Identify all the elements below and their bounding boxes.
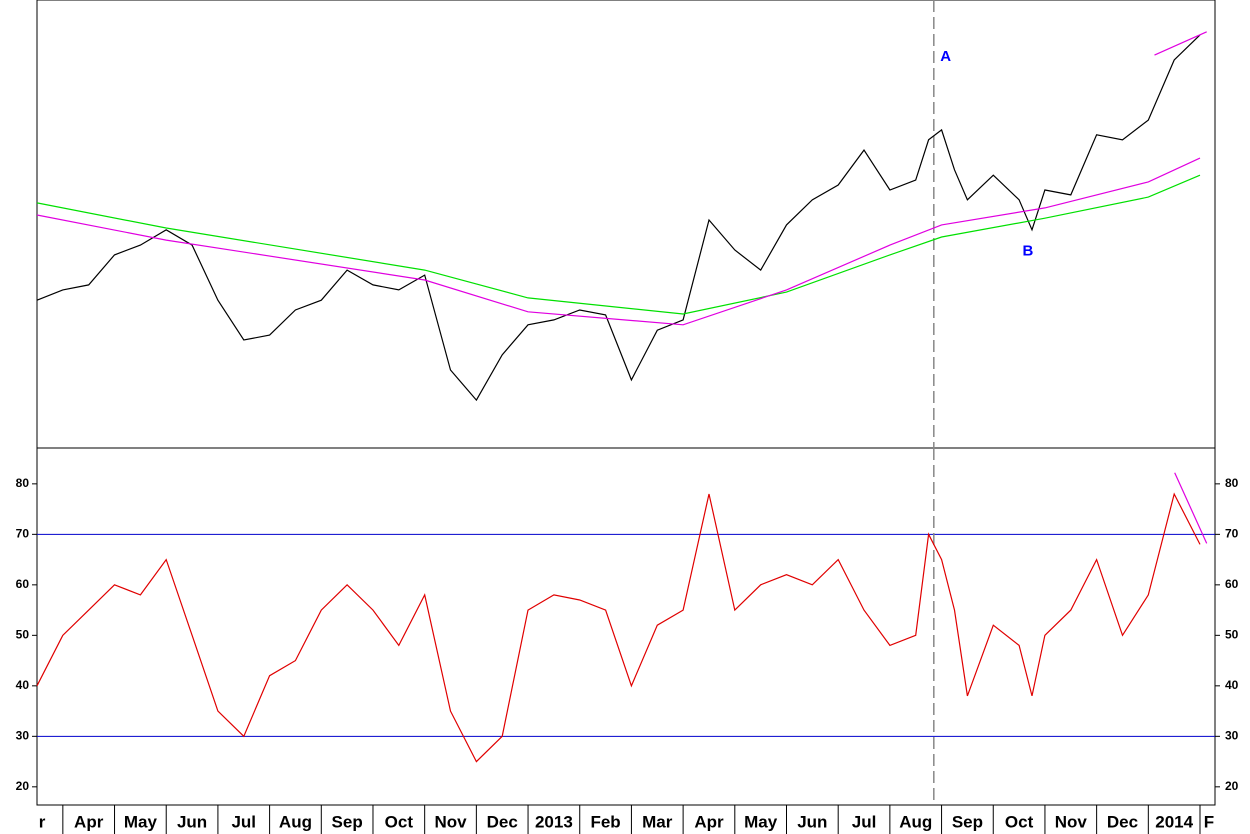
x-tick-label: Aug — [899, 812, 932, 831]
y-tick-label: 30 — [1225, 728, 1239, 742]
series-line — [1154, 31, 1207, 56]
y-tick-label: 30 — [16, 728, 30, 742]
frame — [36, 0, 1216, 806]
x-tick-label: Nov — [434, 812, 467, 831]
x-tick-label: Jul — [852, 812, 877, 831]
x-tick-label: Jul — [231, 812, 256, 831]
x-tick-label: Mar — [642, 812, 673, 831]
x-tick-label: Oct — [1005, 812, 1034, 831]
x-tick-label: F — [1204, 812, 1214, 831]
x-tick-label: 2014 — [1155, 812, 1193, 831]
annotation: A — [940, 48, 951, 65]
y-tick-label: 70 — [1225, 527, 1239, 541]
y-tick-label: 50 — [1225, 628, 1239, 642]
x-tick-label: 2013 — [535, 812, 573, 831]
x-tick-label: r — [39, 812, 46, 831]
annotation: B — [1022, 243, 1033, 260]
y-tick-label: 50 — [16, 628, 30, 642]
x-tick-label: Jun — [797, 812, 827, 831]
y-tick-label: 70 — [16, 527, 30, 541]
series-line — [36, 157, 1201, 326]
y-tick-label: 40 — [1225, 678, 1239, 692]
x-tick-label: May — [744, 812, 778, 831]
series-line — [36, 174, 1201, 315]
y-tick-label: 60 — [16, 577, 30, 591]
y-tick-label: 60 — [1225, 577, 1239, 591]
x-tick-label: Jun — [177, 812, 207, 831]
x-tick-label: Dec — [487, 812, 518, 831]
x-tick-label: Dec — [1107, 812, 1138, 831]
x-tick-label: Oct — [385, 812, 414, 831]
x-tick-label: May — [124, 812, 158, 831]
y-tick-label: 80 — [16, 476, 30, 490]
y-tick-label: 80 — [1225, 476, 1239, 490]
y-tick-label: 20 — [16, 779, 30, 793]
x-tick-label: Apr — [694, 812, 724, 831]
x-tick-label: Nov — [1055, 812, 1088, 831]
y-tick-label: 40 — [16, 678, 30, 692]
series-line — [36, 34, 1201, 402]
series-line — [36, 492, 1201, 763]
x-tick-label: Sep — [332, 812, 363, 831]
x-tick-label: Feb — [590, 812, 620, 831]
x-tick-label: Aug — [279, 812, 312, 831]
x-tick-label: Sep — [952, 812, 983, 831]
series-line — [1174, 472, 1208, 544]
y-tick-label: 20 — [1225, 779, 1239, 793]
x-tick-label: Apr — [74, 812, 104, 831]
